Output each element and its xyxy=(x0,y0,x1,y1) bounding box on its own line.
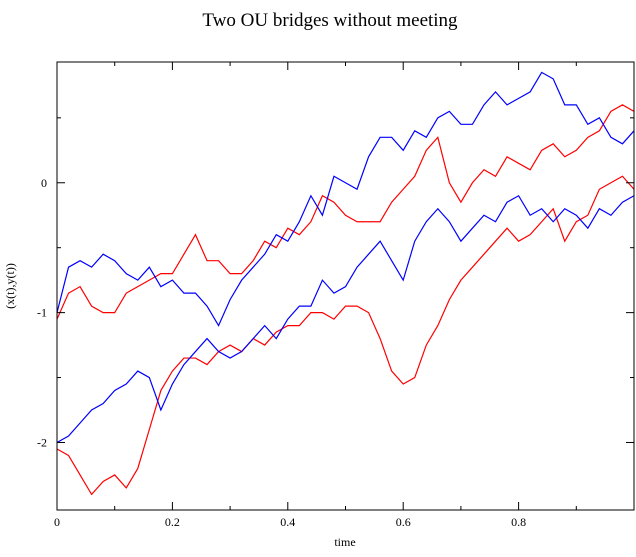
series-line xyxy=(56,194,635,444)
series-line xyxy=(56,104,635,320)
x-axis-label: time xyxy=(334,535,355,549)
x-tick-label: 0 xyxy=(54,515,60,529)
y-tick-label: -1 xyxy=(37,306,47,320)
chart-title: Two OU bridges without meeting xyxy=(202,10,458,31)
y-axis-label: (x(t),y(t)) xyxy=(3,263,17,309)
x-tick-label: 0.6 xyxy=(396,515,411,529)
y-tick-label: -2 xyxy=(37,435,47,449)
x-tick-label: 0.8 xyxy=(511,515,526,529)
series-line xyxy=(56,71,635,327)
y-tick-label: 0 xyxy=(41,176,47,190)
x-tick-label: 0.2 xyxy=(165,515,180,529)
series-line xyxy=(56,175,635,496)
x-tick-label: 0.4 xyxy=(280,515,295,529)
